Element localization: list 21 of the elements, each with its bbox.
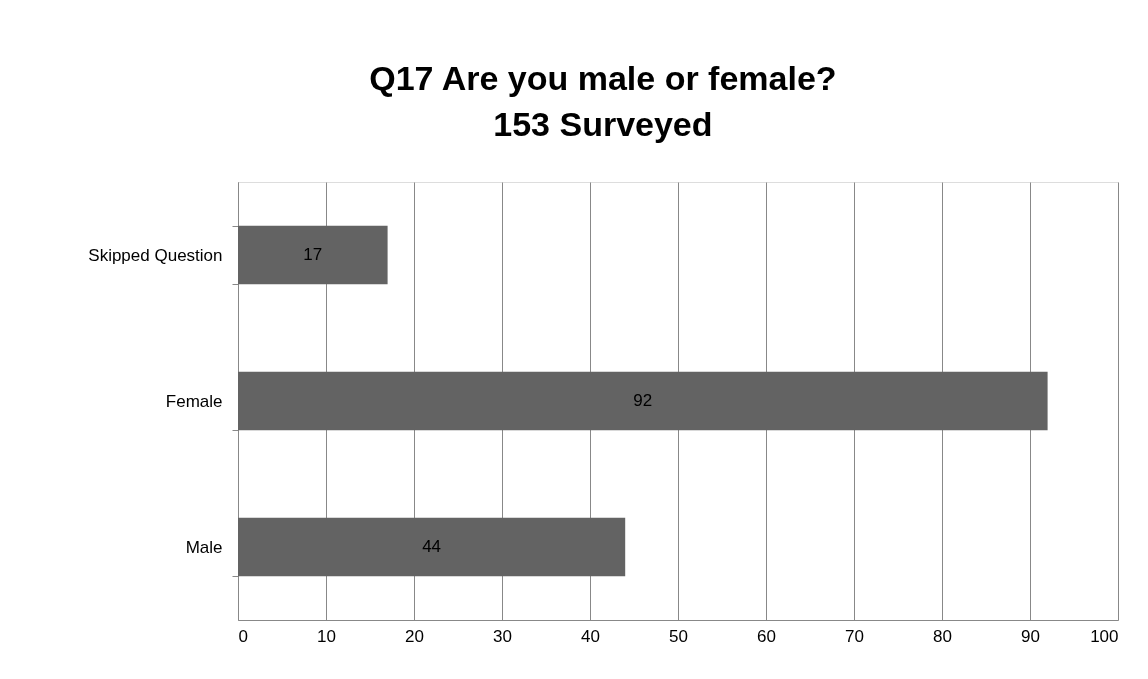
x-tick-label: 20 xyxy=(405,626,424,646)
y-tick-label: Skipped Question xyxy=(88,245,223,265)
x-tick-label: 60 xyxy=(757,626,776,646)
data-label: 17 xyxy=(303,245,323,264)
x-tick-label: 90 xyxy=(1021,626,1040,646)
y-tick-label: Male xyxy=(185,537,223,557)
x-tick-label: 50 xyxy=(669,626,688,646)
x-tick-label: 30 xyxy=(493,626,512,646)
x-tick-label: 0 xyxy=(238,626,248,646)
data-label: 44 xyxy=(422,537,442,556)
x-tick-label: 70 xyxy=(845,626,864,646)
x-tick-label: 100 xyxy=(1090,626,1119,646)
chart-title: Q17 Are you male or female? 153 Surveyed xyxy=(369,59,837,143)
bar xyxy=(238,225,388,285)
bar xyxy=(238,517,626,577)
bar xyxy=(238,371,1048,431)
x-tick-label: 40 xyxy=(581,626,600,646)
x-tick-label: 10 xyxy=(317,626,336,646)
y-tick-label: Female xyxy=(165,391,223,411)
data-label: 92 xyxy=(633,391,653,410)
x-tick-label: 80 xyxy=(933,626,952,646)
